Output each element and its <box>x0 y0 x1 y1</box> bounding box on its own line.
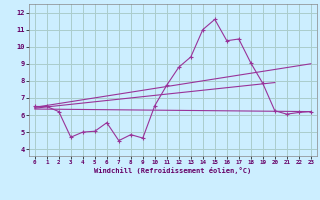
X-axis label: Windchill (Refroidissement éolien,°C): Windchill (Refroidissement éolien,°C) <box>94 167 252 174</box>
